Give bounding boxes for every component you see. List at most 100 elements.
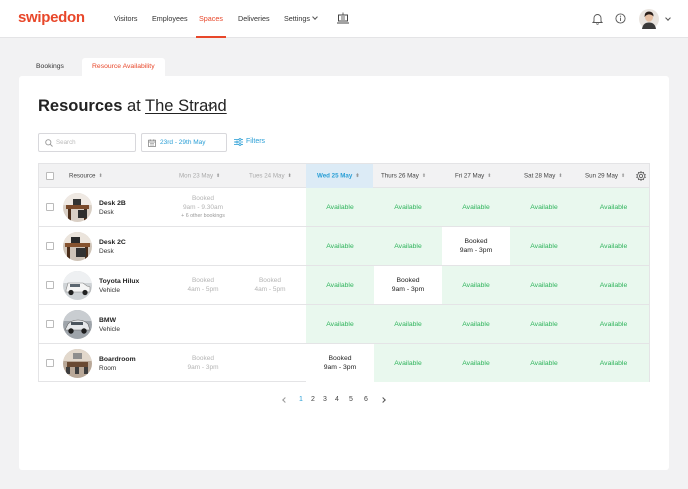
cell-sun[interactable]: Available: [578, 188, 649, 226]
cell-wed[interactable]: Available: [306, 266, 374, 304]
resource-type: Desk: [99, 248, 114, 255]
row-checkbox[interactable]: [46, 203, 54, 211]
column-fri-label: Fri 27 May: [455, 172, 485, 180]
cell-wed[interactable]: Booked 9am - 3pm: [306, 344, 374, 382]
booked-time: 9am - 3pm: [187, 364, 219, 371]
page-3[interactable]: 3: [323, 396, 327, 403]
search-icon: [45, 139, 53, 147]
cell-sat[interactable]: Available: [510, 266, 578, 304]
chevron-down-icon: [312, 14, 318, 20]
column-thu[interactable]: Thurs 26 May ⬍: [381, 164, 426, 188]
column-wed[interactable]: Wed 25 May ⬍: [317, 164, 360, 188]
select-all-checkbox[interactable]: [46, 172, 54, 180]
table-row: Boardroom Room Booked 9am - 3pm Booked 9…: [39, 344, 649, 383]
page-5[interactable]: 5: [349, 396, 353, 403]
page-1[interactable]: 1: [299, 396, 303, 403]
cell-thu[interactable]: Available: [374, 305, 442, 343]
nav-visitors[interactable]: Visitors: [114, 14, 138, 23]
cell-thu[interactable]: Available: [374, 188, 442, 226]
sort-icon: ⬍: [355, 173, 360, 179]
resource-name[interactable]: BMW: [99, 317, 116, 324]
cell-mon[interactable]: Booked 4am - 5pm: [169, 266, 237, 304]
cell-fri[interactable]: Available: [442, 305, 510, 343]
resource-name[interactable]: Desk 2B: [99, 200, 126, 207]
column-thu-label: Thurs 26 May: [381, 172, 419, 180]
cell-thu[interactable]: Available: [374, 227, 442, 265]
booked-time: 9am - 9.30am: [182, 204, 224, 211]
cell-wed[interactable]: Available: [306, 305, 374, 343]
desk-photo: [63, 193, 92, 222]
date-range-label: 23rd - 29th May: [160, 139, 206, 146]
cell-sun[interactable]: Available: [578, 266, 649, 304]
cell-wed[interactable]: Available: [306, 188, 374, 226]
table-row: Desk 2C Desk Available Available Booked …: [39, 227, 649, 266]
calendar-icon: [148, 139, 156, 147]
info-icon[interactable]: [615, 13, 626, 24]
cell-mon[interactable]: Booked 9am - 9.30am + 6 other bookings: [169, 188, 237, 226]
cell-sun[interactable]: Available: [578, 305, 649, 343]
booked-time: 4am - 5pm: [254, 286, 286, 293]
booked-time: 4am - 5pm: [187, 286, 219, 293]
search-input[interactable]: Search: [38, 133, 136, 152]
nav-employees[interactable]: Employees: [152, 14, 188, 23]
column-fri[interactable]: Fri 27 May ⬍: [455, 164, 491, 188]
bell-icon[interactable]: [592, 13, 603, 25]
room-photo: [63, 349, 92, 378]
cell-fri[interactable]: Available: [442, 266, 510, 304]
cell-thu[interactable]: Available: [374, 344, 442, 382]
filters-label: Filters: [246, 138, 266, 145]
column-tue[interactable]: Tues 24 May ⬍: [249, 164, 292, 188]
cell-wed[interactable]: Available: [306, 227, 374, 265]
booked-time: 9am - 3pm: [391, 286, 425, 293]
gear-icon[interactable]: [636, 171, 646, 181]
nav-spaces[interactable]: Spaces: [199, 14, 223, 23]
page-2[interactable]: 2: [311, 396, 315, 403]
sort-icon: ⬍: [216, 173, 221, 179]
table-header: Resource ⬍ Mon 23 May ⬍ Tues 24 May ⬍ Wed 2…: [39, 164, 649, 188]
avatar[interactable]: [639, 9, 659, 29]
cell-sat[interactable]: Available: [510, 305, 578, 343]
cell-sun[interactable]: Available: [578, 344, 649, 382]
booked-label: Booked: [464, 238, 488, 245]
location-selector[interactable]: The Strand: [145, 97, 227, 115]
page-4[interactable]: 4: [335, 396, 339, 403]
tab-bookings[interactable]: Bookings: [36, 63, 64, 70]
page-title-resources: Resources: [38, 97, 123, 115]
cell-sat[interactable]: Available: [510, 188, 578, 226]
cell-fri[interactable]: Available: [442, 344, 510, 382]
other-bookings-link[interactable]: + 6 other bookings: [181, 213, 225, 219]
tab-resource-availability[interactable]: Resource Availability: [82, 58, 165, 76]
cell-sun[interactable]: Available: [578, 227, 649, 265]
column-resource-label: Resource: [69, 172, 96, 180]
column-sun[interactable]: Sun 29 May ⬍: [585, 164, 625, 188]
desk-photo: [63, 232, 92, 261]
sign-in-kiosk-icon[interactable]: [336, 12, 350, 24]
cell-sat[interactable]: Available: [510, 227, 578, 265]
cell-fri[interactable]: Available: [442, 188, 510, 226]
nav-settings[interactable]: Settings: [284, 14, 318, 23]
column-mon[interactable]: Mon 23 May ⬍: [179, 164, 220, 188]
swipedon-logo[interactable]: swipedon: [18, 9, 85, 26]
page-6[interactable]: 6: [364, 396, 368, 403]
cell-thu[interactable]: Booked 9am - 3pm: [374, 266, 442, 304]
column-sat-label: Sat 28 May: [524, 172, 556, 180]
resource-name[interactable]: Toyota Hilux: [99, 278, 140, 285]
resource-name[interactable]: Desk 2C: [99, 239, 126, 246]
row-checkbox[interactable]: [46, 242, 54, 250]
filters-icon: [234, 138, 243, 146]
sort-icon: ⬍: [287, 173, 292, 179]
nav-deliveries[interactable]: Deliveries: [238, 14, 270, 23]
cell-mon[interactable]: Booked 9am - 3pm: [169, 344, 237, 382]
cell-tue[interactable]: Booked 4am - 5pm: [236, 266, 304, 304]
date-range-picker[interactable]: 23rd - 29th May: [141, 133, 227, 152]
cell-sat[interactable]: Available: [510, 344, 578, 382]
account-chevron-down-icon[interactable]: [665, 15, 671, 21]
row-checkbox[interactable]: [46, 281, 54, 289]
column-sat[interactable]: Sat 28 May ⬍: [524, 164, 563, 188]
row-checkbox[interactable]: [46, 359, 54, 367]
resource-name[interactable]: Boardroom: [99, 356, 136, 363]
booked-time: 9am - 3pm: [323, 364, 357, 371]
column-resource[interactable]: Resource ⬍: [69, 164, 103, 188]
row-checkbox[interactable]: [46, 320, 54, 328]
cell-fri[interactable]: Booked 9am - 3pm: [442, 227, 510, 265]
